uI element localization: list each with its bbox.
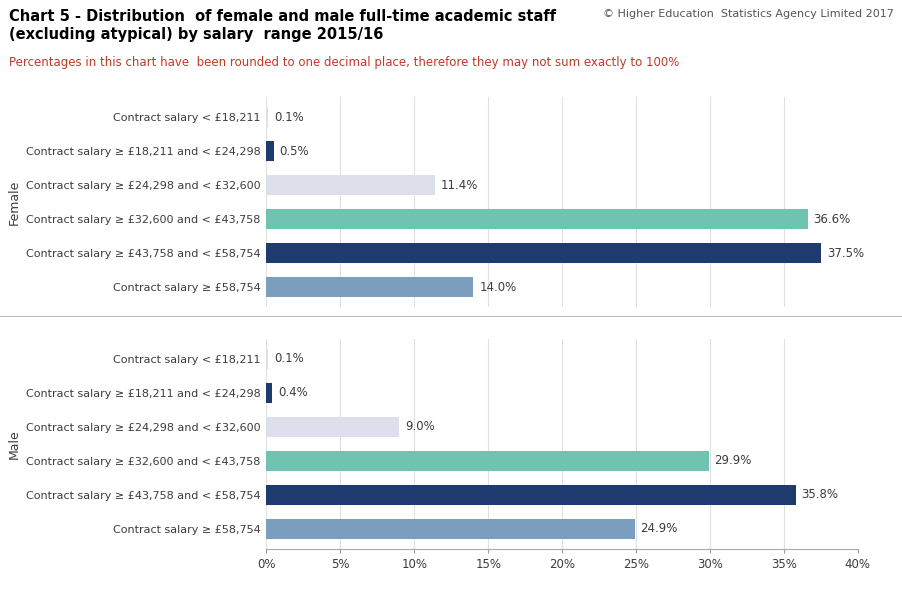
Text: 14.0%: 14.0% xyxy=(479,281,516,294)
Y-axis label: Male: Male xyxy=(7,429,21,459)
Bar xyxy=(266,451,708,471)
Bar xyxy=(266,485,795,505)
Text: 36.6%: 36.6% xyxy=(813,212,850,225)
Text: 0.5%: 0.5% xyxy=(280,145,309,158)
Text: 9.0%: 9.0% xyxy=(405,421,435,434)
Text: (excluding atypical) by salary  range 2015/16: (excluding atypical) by salary range 201… xyxy=(9,27,383,41)
Text: 35.8%: 35.8% xyxy=(801,489,838,502)
Y-axis label: Female: Female xyxy=(7,179,21,225)
Bar xyxy=(266,175,435,195)
Text: Percentages in this chart have  been rounded to one decimal place, therefore the: Percentages in this chart have been roun… xyxy=(9,56,678,69)
Bar xyxy=(266,141,273,161)
Text: 11.4%: 11.4% xyxy=(440,179,478,192)
Text: 29.9%: 29.9% xyxy=(713,454,751,467)
Bar xyxy=(266,243,820,263)
Text: 37.5%: 37.5% xyxy=(826,247,863,260)
Bar xyxy=(266,383,272,403)
Bar xyxy=(266,107,268,127)
Bar xyxy=(266,349,268,369)
Text: 0.1%: 0.1% xyxy=(273,110,303,123)
Text: 0.4%: 0.4% xyxy=(278,386,308,399)
Text: © Higher Education  Statistics Agency Limited 2017: © Higher Education Statistics Agency Lim… xyxy=(603,9,893,19)
Text: 24.9%: 24.9% xyxy=(640,523,677,536)
Bar xyxy=(266,209,806,230)
Bar xyxy=(266,277,473,297)
Text: 0.1%: 0.1% xyxy=(273,352,303,365)
Bar xyxy=(266,417,399,437)
Text: Chart 5 - Distribution  of female and male full-time academic staff: Chart 5 - Distribution of female and mal… xyxy=(9,9,556,24)
Bar xyxy=(266,519,634,539)
